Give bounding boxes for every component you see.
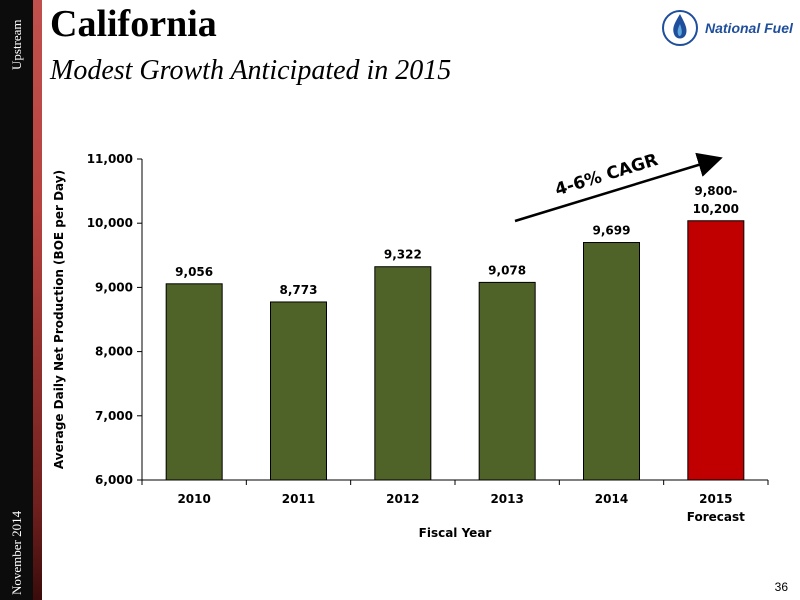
data-label: 10,200 (693, 202, 739, 216)
y-tick-label: 8,000 (95, 345, 133, 359)
x-tick-label: 2012 (386, 492, 419, 506)
data-label: 9,800- (694, 184, 737, 198)
page-subtitle: Modest Growth Anticipated in 2015 (50, 55, 452, 86)
y-tick-label: 11,000 (87, 152, 133, 166)
page-number: 36 (774, 580, 788, 594)
logo-wordmark: National Fuel (705, 20, 793, 36)
bar (583, 242, 640, 481)
y-tick-label: 6,000 (95, 473, 133, 487)
data-label: 9,056 (175, 265, 213, 279)
x-tick-label: 2010 (177, 492, 210, 506)
cagr-trend-arrow (514, 152, 723, 223)
data-label: 8,773 (280, 283, 318, 297)
y-axis-ticks: 6,000 7,000 8,000 9,000 10,000 11,000 (87, 152, 142, 487)
data-label: 9,078 (488, 263, 526, 277)
data-label: 9,699 (593, 224, 631, 238)
data-labels-group: 9,056 8,773 9,322 9,078 9,699 9,800- 10,200 (175, 184, 739, 297)
y-axis-title: Average Daily Net Production (BOE per Da… (52, 170, 66, 469)
y-tick-label: 10,000 (87, 216, 133, 230)
page-title: California (50, 3, 217, 45)
y-tick-label: 9,000 (95, 280, 133, 294)
x-axis-ticks: 2010 2011 2012 2013 2014 2015 Forecast (141, 480, 769, 524)
x-tick-label: 2015 (699, 492, 732, 506)
sidebar-accent-stripe (33, 0, 42, 600)
bar-forecast (687, 220, 745, 481)
sidebar-band (0, 0, 33, 600)
bar (478, 281, 536, 481)
bars-group (165, 220, 745, 481)
bar (374, 266, 432, 481)
bar (270, 301, 327, 481)
data-label: 9,322 (384, 248, 422, 262)
flame-icon (662, 10, 698, 46)
x-tick-label: Forecast (687, 510, 745, 524)
company-logo: National Fuel (660, 8, 800, 48)
x-tick-label: 2011 (282, 492, 315, 506)
x-tick-label: 2013 (490, 492, 523, 506)
bar (165, 283, 223, 481)
x-tick-label: 2014 (595, 492, 628, 506)
y-tick-label: 7,000 (95, 409, 133, 423)
x-axis-title: Fiscal Year (419, 526, 492, 540)
